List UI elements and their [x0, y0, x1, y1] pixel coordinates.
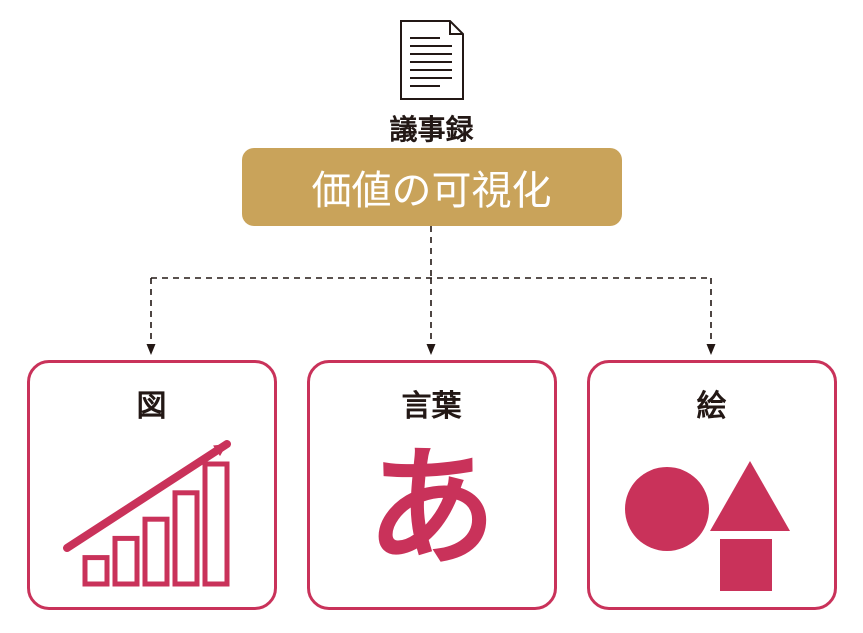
- cards-row: 図 言葉あ 絵: [0, 360, 863, 610]
- card-graphic-kotoba: あ: [310, 425, 554, 607]
- diagram-root: 議事録 価値の可視化 図 言葉あ 絵: [0, 0, 863, 633]
- main-box-text: 価値の可視化: [312, 158, 552, 216]
- branch-arrows: [0, 226, 863, 356]
- card-title-zu: 図: [137, 381, 167, 425]
- card-zu: 図: [27, 360, 277, 610]
- document-icon-svg: [400, 20, 464, 100]
- main-box: 価値の可視化: [242, 148, 622, 226]
- card-graphic-e: [590, 425, 834, 607]
- hiragana-glyph: あ: [366, 445, 496, 575]
- document-icon: [400, 20, 464, 105]
- card-title-e: 絵: [697, 381, 727, 425]
- card-kotoba: 言葉あ: [307, 360, 557, 610]
- shapes-icon: [612, 431, 812, 601]
- card-title-kotoba: 言葉: [402, 381, 462, 425]
- document-label: 議事録: [389, 108, 473, 148]
- card-e: 絵: [587, 360, 837, 610]
- card-graphic-zu: [30, 425, 274, 607]
- chart-icon: [57, 436, 247, 596]
